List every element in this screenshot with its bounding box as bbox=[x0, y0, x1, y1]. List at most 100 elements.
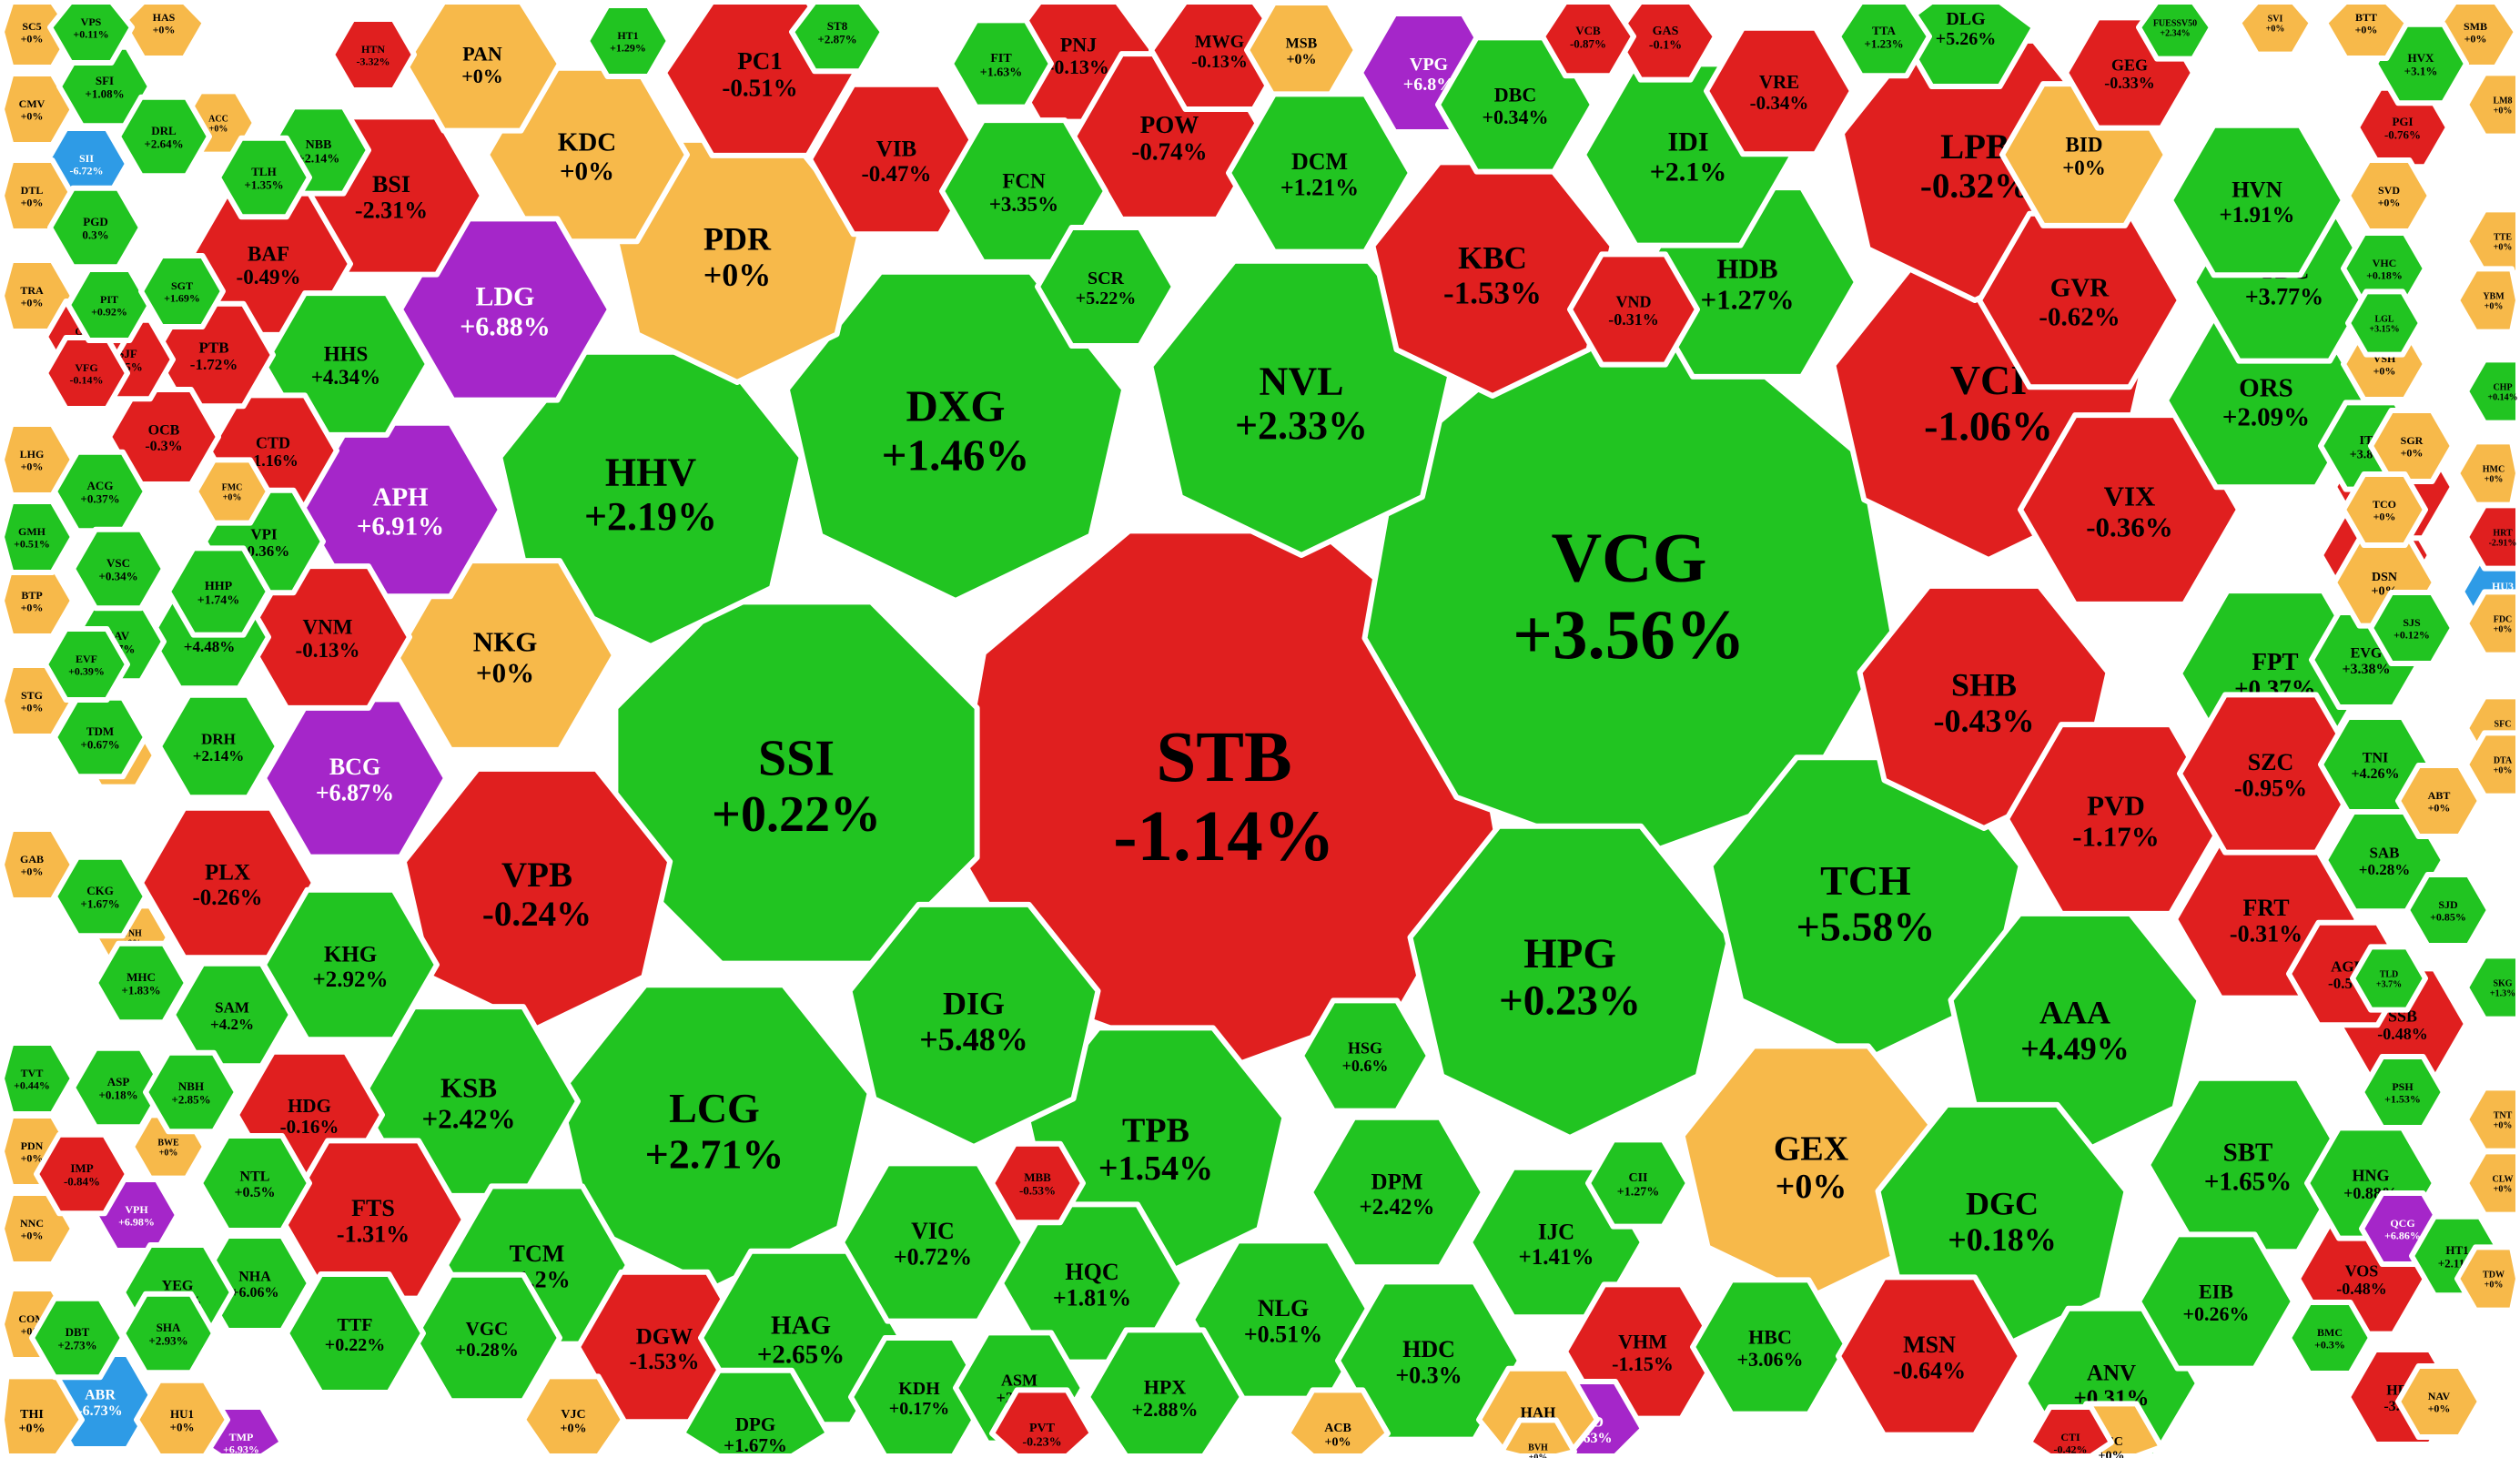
stock-cell-has[interactable]: HAS+0% bbox=[120, 0, 207, 61]
stock-cell-psh[interactable]: PSH+1.53% bbox=[2359, 1054, 2446, 1130]
stock-cell-vhc[interactable]: VHC+0.18% bbox=[2341, 230, 2428, 307]
stock-cell-shape[interactable] bbox=[2018, 412, 2242, 607]
stock-cell-shape[interactable] bbox=[939, 117, 1108, 265]
stock-cell-shape[interactable] bbox=[47, 0, 135, 66]
stock-cell-shape[interactable] bbox=[329, 16, 417, 93]
stock-cell-shape[interactable] bbox=[120, 1291, 217, 1376]
stock-cell-thi[interactable]: THI+0% bbox=[0, 1373, 85, 1458]
stock-cell-shape[interactable] bbox=[157, 692, 280, 801]
stock-cell-hpx[interactable]: HPX+2.88% bbox=[1085, 1327, 1245, 1458]
stock-cell-shape[interactable] bbox=[2027, 1404, 2114, 1458]
stock-cell-tdw[interactable]: TDW+0% bbox=[2454, 1244, 2520, 1313]
stock-cell-scr[interactable]: SCR+5.22% bbox=[1035, 225, 1177, 349]
stock-cell-vgc[interactable]: VGC+0.28% bbox=[411, 1271, 562, 1404]
stock-cell-shape[interactable] bbox=[1567, 251, 1700, 368]
stock-cell-shape[interactable] bbox=[2345, 289, 2424, 358]
stock-cell-shape[interactable] bbox=[2168, 122, 2346, 278]
stock-cell-shape[interactable] bbox=[989, 1140, 1086, 1226]
stock-cell-fit[interactable]: FIT+1.63% bbox=[948, 17, 1054, 110]
stock-cell-drh[interactable]: DRH+2.14% bbox=[157, 692, 280, 801]
stock-cell-sgt[interactable]: SGT+1.69% bbox=[138, 253, 226, 329]
stock-cell-gas[interactable]: GAS-0.1% bbox=[1613, 0, 1718, 83]
stock-cell-imp[interactable]: IMP-0.84% bbox=[34, 1131, 130, 1217]
stock-cell-shape[interactable] bbox=[2368, 590, 2455, 666]
stock-cell-tvt[interactable]: TVT+0.44% bbox=[0, 1040, 76, 1117]
stock-cell-shape[interactable] bbox=[0, 499, 76, 575]
stock-cell-shape[interactable] bbox=[612, 599, 980, 967]
stock-cell-dlg[interactable]: DLG+5.26% bbox=[1895, 0, 2037, 89]
stock-cell-gex[interactable]: GEX+0% bbox=[1679, 1043, 1943, 1300]
stock-cell-svd[interactable]: SVD+0% bbox=[2345, 157, 2433, 234]
stock-cell-shape[interactable] bbox=[138, 253, 226, 329]
stock-cell-lcg[interactable]: LCG+2.71% bbox=[556, 982, 873, 1291]
stock-cell-shape[interactable] bbox=[29, 1295, 126, 1381]
stock-cell-shape[interactable] bbox=[1585, 1137, 1691, 1230]
stock-cell-hhv[interactable]: HHV+2.19% bbox=[497, 349, 805, 649]
stock-cell-kdh[interactable]: KDH+0.17% bbox=[848, 1335, 990, 1458]
stock-cell-shape[interactable] bbox=[680, 1367, 831, 1458]
stock-cell-hhp[interactable]: HHP+1.74% bbox=[166, 545, 271, 638]
stock-cell-lm8[interactable]: LM8+0% bbox=[2464, 70, 2520, 139]
stock-cell-shape[interactable] bbox=[2323, 0, 2410, 61]
stock-cell-sgr[interactable]: SGR+0% bbox=[2368, 408, 2455, 484]
stock-cell-eib[interactable]: EIB+0.26% bbox=[2136, 1231, 2296, 1372]
stock-cell-vfg[interactable]: VFG-0.14% bbox=[43, 335, 130, 411]
stock-cell-szc[interactable]: SZC-0.95% bbox=[2177, 692, 2364, 856]
stock-cell-msn[interactable]: MSN-0.64% bbox=[1836, 1274, 2023, 1438]
stock-cell-shape[interactable] bbox=[1476, 1365, 1600, 1458]
stock-cell-nvl[interactable]: NVL+2.33% bbox=[1148, 258, 1455, 558]
stock-cell-shape[interactable] bbox=[143, 1049, 239, 1135]
stock-cell-vps[interactable]: VPS+0.11% bbox=[47, 0, 135, 66]
stock-cell-vsc[interactable]: VSC+0.34% bbox=[70, 526, 167, 612]
stock-cell-lgl[interactable]: LGL+3.15% bbox=[2345, 289, 2424, 358]
stock-cell-shape[interactable] bbox=[70, 526, 167, 612]
stock-cell-vjc[interactable]: VJC+0% bbox=[521, 1373, 626, 1458]
stock-cell-shape[interactable] bbox=[1704, 25, 1855, 157]
stock-cell-shape[interactable] bbox=[34, 1131, 130, 1217]
stock-cell-shape[interactable] bbox=[1299, 997, 1432, 1114]
stock-cell-sam[interactable]: SAM+4.2% bbox=[170, 960, 294, 1069]
stock-cell-sjd[interactable]: SJD+0.85% bbox=[2404, 872, 2492, 948]
stock-cell-shape[interactable] bbox=[1707, 754, 2024, 1063]
stock-cell-shape[interactable] bbox=[2464, 953, 2520, 1022]
stock-cell-mhc[interactable]: MHC+1.83% bbox=[93, 940, 189, 1026]
stock-cell-shape[interactable] bbox=[284, 1271, 426, 1395]
stock-cell-vic[interactable]: VIC+0.72% bbox=[839, 1160, 1027, 1324]
stock-cell-kdc[interactable]: KDC+0% bbox=[484, 65, 690, 245]
stock-cell-gmh[interactable]: GMH+0.51% bbox=[0, 499, 76, 575]
stock-cell-shape[interactable] bbox=[52, 854, 148, 939]
stock-cell-dpm[interactable]: DPM+2.42% bbox=[1308, 1114, 1486, 1271]
stock-cell-shape[interactable] bbox=[166, 545, 271, 638]
stock-cell-shape[interactable] bbox=[2236, 0, 2314, 57]
stock-cell-shape[interactable] bbox=[2404, 872, 2492, 948]
stock-cell-shape[interactable] bbox=[411, 1271, 562, 1404]
stock-cell-plx[interactable]: PLX-0.26% bbox=[138, 805, 317, 961]
stock-cell-shape[interactable] bbox=[2464, 502, 2520, 572]
stock-cell-fmc[interactable]: FMC+0% bbox=[193, 457, 271, 526]
stock-cell-clw[interactable]: CLW+0% bbox=[2464, 1149, 2520, 1218]
stock-cell-shape[interactable] bbox=[134, 1377, 230, 1458]
stock-cell-vre[interactable]: VRE-0.34% bbox=[1704, 25, 1855, 157]
stock-cell-dcm[interactable]: DCM+1.21% bbox=[1226, 91, 1413, 255]
stock-cell-pit[interactable]: PIT+0.92% bbox=[66, 267, 153, 343]
stock-cell-htn[interactable]: HTN-3.32% bbox=[329, 16, 417, 93]
stock-cell-bvh[interactable]: BVH+0% bbox=[1499, 1417, 1577, 1458]
stock-cell-shape[interactable] bbox=[784, 268, 1128, 603]
stock-cell-msb[interactable]: MSB+0% bbox=[1244, 0, 1359, 100]
stock-cell-hmc[interactable]: HMC+0% bbox=[2454, 439, 2520, 508]
stock-cell-shape[interactable] bbox=[400, 765, 673, 1031]
stock-cell-khg[interactable]: KHG+2.92% bbox=[261, 886, 440, 1043]
stock-cell-shape[interactable] bbox=[2464, 70, 2520, 139]
stock-cell-shape[interactable] bbox=[2286, 1300, 2373, 1376]
stock-cell-shape[interactable] bbox=[989, 1387, 1095, 1458]
stock-cell-hsg[interactable]: HSG+0.6% bbox=[1299, 997, 1432, 1114]
stock-cell-vix[interactable]: VIX-0.36% bbox=[2018, 412, 2242, 607]
stock-cell-shape[interactable] bbox=[52, 449, 148, 534]
stock-cell-shape[interactable] bbox=[197, 1233, 312, 1333]
stock-cell-ssi[interactable]: SSI+0.22% bbox=[612, 599, 980, 967]
stock-cell-hvx[interactable]: HVX+3.1% bbox=[2373, 21, 2469, 106]
stock-cell-st8[interactable]: ST8+2.87% bbox=[789, 0, 886, 75]
stock-cell-tco[interactable]: TCO+0% bbox=[2341, 471, 2428, 548]
stock-cell-vnd[interactable]: VND-0.31% bbox=[1567, 251, 1700, 368]
stock-cell-vnm[interactable]: VNM-0.13% bbox=[243, 563, 412, 711]
